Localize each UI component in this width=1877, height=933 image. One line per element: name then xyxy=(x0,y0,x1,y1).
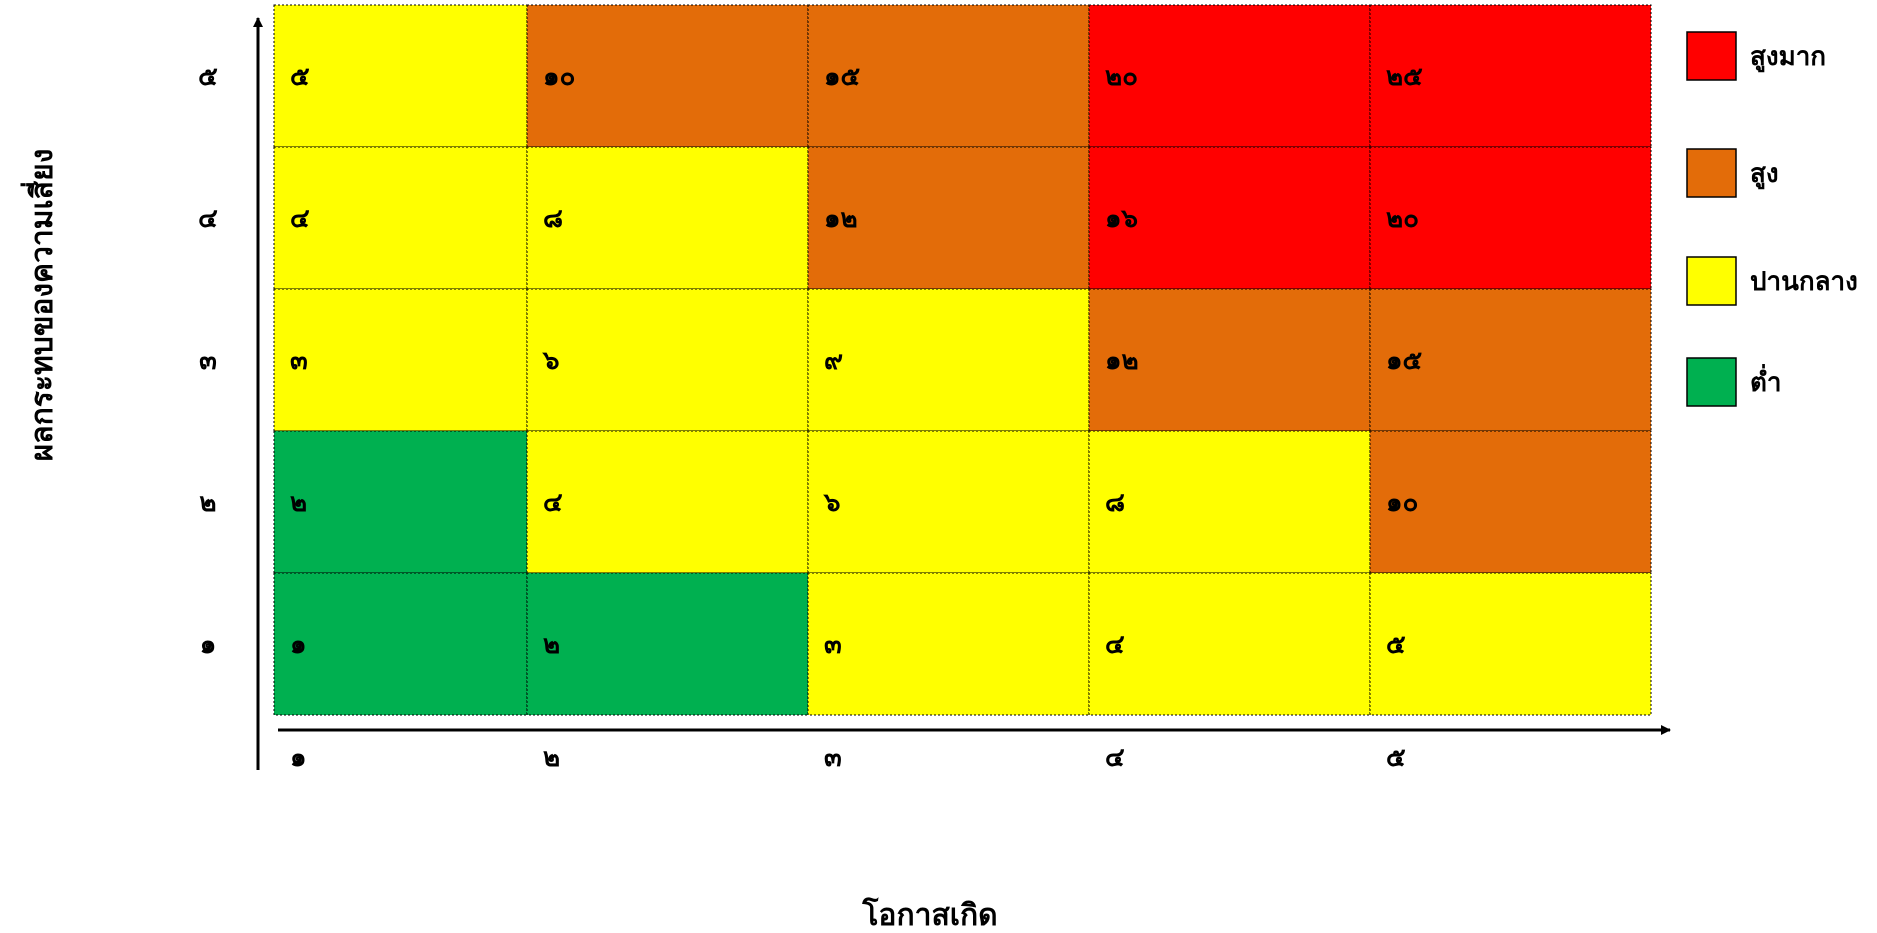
legend-swatch xyxy=(1686,31,1737,81)
y-tick-label: ๑ xyxy=(200,630,217,660)
legend-label: สูง xyxy=(1750,159,1779,190)
x-axis-title: โอกาสเกิด xyxy=(861,896,997,933)
x-tick-label: ๒ xyxy=(543,743,560,773)
matrix-cell-label: ๒๐ xyxy=(1105,62,1138,92)
matrix-cell-label: ๔ xyxy=(290,204,310,234)
matrix-cell-label: ๒ xyxy=(290,488,307,518)
matrix-cell-label: ๔ xyxy=(1105,630,1125,660)
matrix-cell-label: ๑๒ xyxy=(1105,346,1139,376)
matrix-cell xyxy=(807,4,1090,148)
matrix-cell-label: ๒ xyxy=(543,630,560,660)
matrix-cell-label: ๖ xyxy=(542,346,560,376)
legend-label: ปานกลาง xyxy=(1750,267,1858,297)
matrix-cell-label: ๓ xyxy=(824,630,842,660)
matrix-cell xyxy=(1088,572,1371,716)
matrix-cell xyxy=(1088,430,1371,574)
matrix-cell-label: ๑ xyxy=(290,630,307,660)
matrix-cell xyxy=(1369,4,1652,148)
matrix-cell-label: ๕ xyxy=(290,62,310,92)
legend-swatch xyxy=(1686,148,1737,198)
matrix-cell xyxy=(807,146,1090,290)
matrix-cell xyxy=(273,4,528,148)
x-tick-label: ๑ xyxy=(290,743,307,773)
y-tick-label: ๕ xyxy=(198,62,218,92)
matrix-cell-label: ๑๕ xyxy=(824,62,861,92)
matrix-cell-label: ๘ xyxy=(1105,488,1125,518)
axes xyxy=(253,17,1671,770)
matrix-cell-label: ๘ xyxy=(543,204,563,234)
matrix-cell xyxy=(807,572,1090,716)
matrix-cell-label: ๙ xyxy=(824,346,843,376)
legend-label: ต่ำ xyxy=(1750,363,1781,398)
matrix-cell xyxy=(526,4,809,148)
matrix-cell xyxy=(1088,4,1371,148)
axis-ticks: ๑๒๓๔๕๑๒๓๔๕ xyxy=(198,62,1406,773)
matrix-cell xyxy=(273,430,528,574)
y-axis-title: ผลกระทบของความเสี่ยง xyxy=(20,149,60,462)
x-tick-label: ๓ xyxy=(824,743,842,773)
matrix-cell-label: ๑๕ xyxy=(1386,346,1423,376)
matrix-cell-label: ๓ xyxy=(290,346,308,376)
matrix-cell xyxy=(526,146,809,290)
matrix-cell-label: ๒๐ xyxy=(1386,204,1419,234)
matrix-cells: ๕๑๐ ๑๕ ๒๐ ๒๕๔๘๑๒ ๑๖ ๒๐๓๖๙๑๒ ๑๕๒๔๖๘๑๐๑๒๓๔๕ xyxy=(273,4,1652,716)
legend-swatch xyxy=(1686,357,1737,407)
matrix-cell-label: ๑๐ xyxy=(543,62,575,92)
matrix-cell-label: ๕ xyxy=(1386,630,1406,660)
y-tick-label: ๔ xyxy=(198,204,218,234)
matrix-cell xyxy=(1369,288,1652,432)
matrix-cell-label: ๔ xyxy=(543,488,563,518)
matrix-cell xyxy=(1369,146,1652,290)
x-tick-label: ๕ xyxy=(1386,743,1406,773)
legend-label: สูงมาก xyxy=(1750,42,1826,73)
matrix-cell xyxy=(273,572,528,716)
matrix-cell-label: ๒๕ xyxy=(1386,62,1423,92)
matrix-cell xyxy=(526,430,809,574)
matrix-cell xyxy=(1369,430,1652,574)
matrix-cell xyxy=(526,572,809,716)
matrix-cell xyxy=(1369,572,1652,716)
legend-swatch xyxy=(1686,256,1737,306)
matrix-cell-label: ๖ xyxy=(823,488,841,518)
matrix-cell xyxy=(273,288,528,432)
x-tick-label: ๔ xyxy=(1105,743,1125,773)
matrix-cell xyxy=(807,430,1090,574)
matrix-cell-label: ๑๒ xyxy=(824,204,858,234)
matrix-cell-label: ๑๖ xyxy=(1105,204,1138,234)
matrix-cell xyxy=(273,146,528,290)
y-tick-label: ๒ xyxy=(199,488,216,518)
y-tick-label: ๓ xyxy=(199,346,217,376)
matrix-cell-label: ๑๐ xyxy=(1386,488,1418,518)
matrix-cell xyxy=(526,288,809,432)
matrix-cell xyxy=(1088,146,1371,290)
matrix-cell xyxy=(807,288,1090,432)
